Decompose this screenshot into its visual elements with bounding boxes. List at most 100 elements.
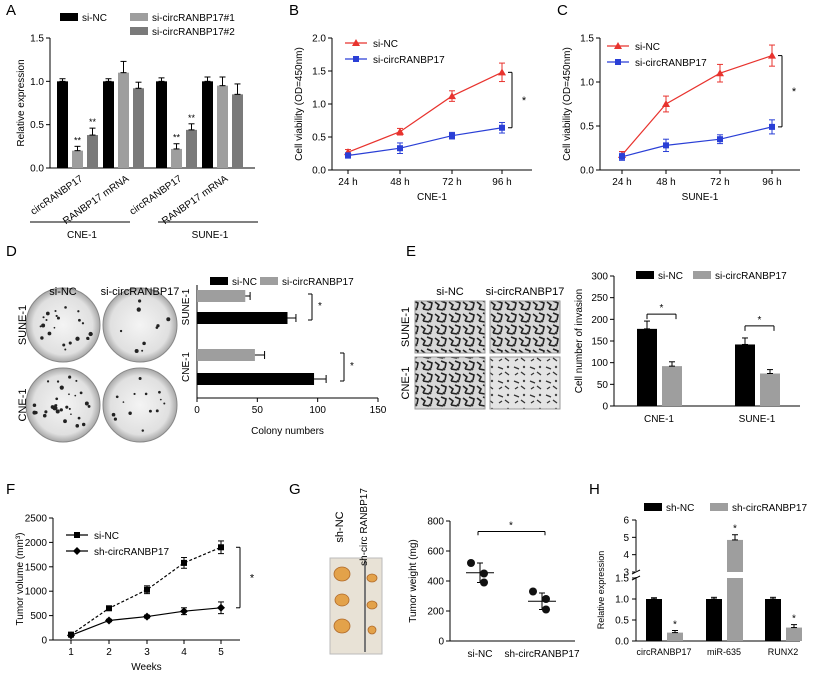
colony-dot [136, 307, 141, 312]
chart-f-series-line [70, 546, 222, 636]
colony-dot [64, 348, 67, 351]
chart-h-legend-swatch [710, 503, 728, 511]
chart-c-x-tick-label: 72 h [710, 177, 729, 188]
chart-h-y-tick-label: 5 [623, 533, 629, 544]
chart-h-bar [765, 599, 781, 641]
chart-e-legend-swatch [636, 271, 654, 279]
chart-f-data-point [218, 544, 224, 551]
chart-f-x-tick-label: 5 [218, 647, 224, 658]
chart-a-significance: ** [74, 135, 82, 145]
chart-b-y-tick-label: 2.0 [312, 34, 326, 45]
chart-c-series-line [621, 126, 773, 158]
chart-e-y-tick-label: 150 [591, 337, 608, 348]
chart-f-y-tick-label: 0 [41, 636, 47, 647]
chart-a-group-label: SUNE-1 [192, 230, 229, 241]
chart-h: 0.0 0.5 1.0 1.53 4 5 6 Relative expression * circ… [596, 503, 807, 657]
colony-dot [59, 385, 64, 390]
panel-letter-e: E [406, 243, 416, 260]
panel-letter-f: F [6, 481, 15, 498]
chart-f-significance: * [250, 573, 255, 585]
chart-g-significance: * [509, 521, 513, 532]
chart-g-data-point [480, 578, 488, 587]
chart-h-y-label: Relative expression [596, 551, 606, 630]
chart-d-legend-swatch [210, 277, 228, 285]
panel-letter-b: B [289, 2, 299, 19]
colony-row-label: SUNE-1 [17, 305, 29, 345]
colony-dot [55, 314, 58, 318]
invasion-col-label: si-NC [436, 286, 464, 298]
chart-f-data-point [181, 559, 187, 566]
colony-dot [46, 380, 50, 383]
colony-dot [40, 336, 44, 340]
tumor-blob [333, 566, 351, 582]
chart-h-x-tick-label: circRANBP17 [636, 647, 691, 657]
chart-d-bar [197, 373, 315, 385]
colony-dot [134, 349, 139, 354]
colony-dot [62, 343, 66, 347]
chart-e-bar [662, 366, 682, 406]
chart-f-x-label: Weeks [131, 662, 161, 673]
invasion-image-sune1-sinc [414, 300, 486, 354]
colony-dot [133, 392, 136, 396]
chart-c-y-tick-label: 1.0 [580, 78, 594, 89]
chart-g-x-tick-label: sh-circRANBP17 [504, 649, 579, 660]
chart-b-y-tick-label: 1.5 [312, 67, 326, 78]
chart-h-y-tick-label: 6 [623, 516, 629, 527]
colony-dot [141, 429, 145, 432]
chart-c-y-tick-label: 0.0 [580, 166, 594, 177]
tumor-photo-label: sh-circ RANBP17 [359, 488, 370, 566]
chart-d-significance: * [318, 301, 322, 312]
chart-g-data-point [480, 569, 488, 578]
colony-dot [78, 318, 81, 322]
colony-col-label: si-NC [49, 286, 77, 298]
chart-c-y-tick-label: 1.5 [580, 34, 594, 45]
colony-dot [138, 299, 142, 303]
chart-c-data-point [663, 142, 669, 149]
chart-c-x-tick-label: 48 h [656, 177, 675, 188]
chart-h-bar [667, 632, 683, 641]
chart-f: 0 500 1000 1500 2000 2500 1 2 3 4 5 Weeks Tumor volu… [15, 514, 255, 674]
colony-dot [138, 376, 142, 380]
chart-h-y-tick-label: 0.5 [615, 616, 629, 627]
chart-f-data-point [180, 607, 188, 616]
chart-a-significance: ** [89, 117, 97, 127]
chart-b-legend-marker [353, 56, 359, 62]
colony-dot [68, 407, 71, 410]
colony-dot [158, 390, 161, 394]
colony-dot [42, 413, 47, 418]
chart-a-group-label: CNE-1 [67, 230, 97, 241]
chart-a-legend-label: si-circRANBP17#1 [152, 13, 235, 24]
chart-f-data-point [143, 612, 151, 621]
chart-h-legend-label: sh-NC [666, 503, 694, 514]
colony-dot [156, 324, 160, 328]
colony-dot [45, 311, 50, 316]
chart-f-data-point [217, 603, 225, 612]
chart-e-significance: * [758, 315, 762, 326]
chart-h-significance: * [792, 614, 796, 625]
tumor-blob [334, 593, 350, 607]
chart-c-y-tick-label: 0.5 [580, 122, 594, 133]
chart-c-legend-marker [614, 42, 622, 49]
colony-dot [74, 394, 77, 397]
chart-b-series-line [347, 71, 503, 153]
chart-c-data-point [619, 153, 625, 160]
chart-h-legend-swatch [644, 503, 662, 511]
chart-a-y-tick-label: 0.5 [30, 120, 44, 131]
invasion-images [414, 300, 561, 410]
invasion-col-label: si-circRANBP17 [486, 286, 565, 298]
colony-dot [155, 409, 159, 413]
invasion-image-sune1-sicirc [489, 300, 561, 354]
chart-c-y-label: Cell viability (OD=450nm) [562, 47, 573, 161]
colony-dot [141, 349, 144, 352]
colony-dot [142, 341, 146, 346]
tumor-blob [366, 600, 378, 610]
chart-e-x-tick-label: CNE-1 [644, 414, 674, 425]
colony-dot [55, 397, 59, 401]
chart-e-y-tick-label: 300 [591, 272, 608, 283]
chart-h-y-tick-label: 3 [623, 568, 629, 579]
chart-a-bar [72, 150, 83, 168]
chart-a-legend-label: si-NC [82, 13, 107, 24]
chart-c-legend-label: si-NC [635, 42, 660, 53]
chart-f-data-point [105, 616, 113, 625]
tumor-blobs [333, 566, 378, 635]
